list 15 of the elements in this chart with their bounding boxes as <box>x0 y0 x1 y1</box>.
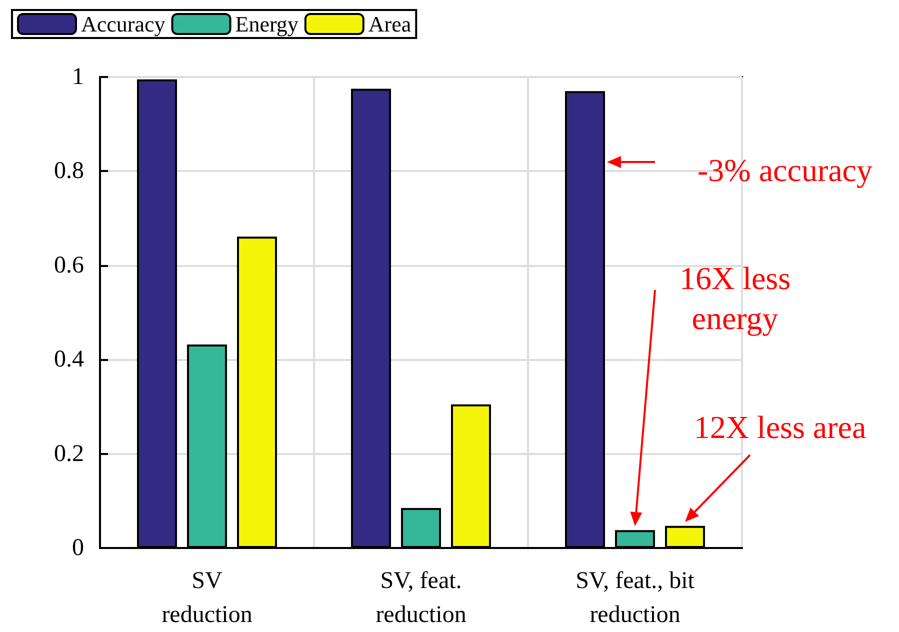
y-tick-label: 1 <box>72 64 84 90</box>
x-tick-label: SV reduction <box>162 568 252 628</box>
annotation: -3% accuracy <box>698 152 872 188</box>
x-tick-label: SV, feat., bit reduction <box>576 568 695 628</box>
x-tick-label: SV, feat. reduction <box>376 568 466 628</box>
y-tick-label: 0.2 <box>54 440 84 467</box>
legend-label: Accuracy <box>81 12 166 36</box>
annotation: 12X less area <box>694 409 866 445</box>
legend-label: Area <box>368 12 412 36</box>
legend-label: Energy <box>235 12 298 36</box>
y-tick-label: 0 <box>72 535 84 561</box>
annotation: 16X less energy <box>679 260 791 336</box>
y-tick-label: 0.4 <box>54 346 84 373</box>
y-tick-label: 0.8 <box>54 158 84 184</box>
y-tick-label: 0.6 <box>54 252 84 278</box>
